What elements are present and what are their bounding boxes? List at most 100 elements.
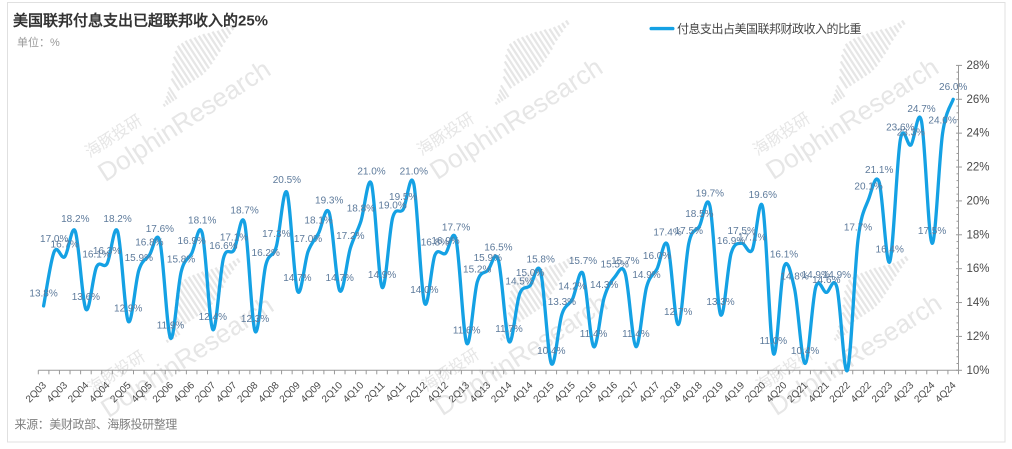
svg-text:14.7%: 14.7% xyxy=(326,273,354,284)
svg-text:26%: 26% xyxy=(967,94,990,106)
svg-text:16.9%: 16.9% xyxy=(178,236,206,247)
svg-text:23.3%: 23.3% xyxy=(897,128,925,139)
svg-text:17.0%: 17.0% xyxy=(294,234,322,245)
svg-text:11.7%: 11.7% xyxy=(495,324,523,335)
svg-text:24.7%: 24.7% xyxy=(907,104,935,115)
svg-text:19.3%: 19.3% xyxy=(315,195,343,206)
svg-text:14.2%: 14.2% xyxy=(558,282,586,293)
svg-text:15.9%: 15.9% xyxy=(125,253,153,264)
svg-text:16.6%: 16.6% xyxy=(209,241,237,252)
svg-text:11.0%: 11.0% xyxy=(760,336,788,347)
svg-text:20%: 20% xyxy=(967,195,990,207)
svg-text:16.2%: 16.2% xyxy=(252,248,280,259)
svg-text:21.0%: 21.0% xyxy=(400,167,428,178)
svg-text:17.1%: 17.1% xyxy=(220,233,248,244)
svg-text:14.3%: 14.3% xyxy=(590,280,618,291)
svg-text:来源：美财政部、海豚投研整理: 来源：美财政部、海豚投研整理 xyxy=(15,417,178,432)
svg-text:28%: 28% xyxy=(967,60,990,72)
svg-text:12.4%: 12.4% xyxy=(199,312,227,323)
svg-text:15.2%: 15.2% xyxy=(463,265,491,276)
svg-text:15.8%: 15.8% xyxy=(527,255,555,266)
svg-text:19.6%: 19.6% xyxy=(749,190,777,201)
svg-text:12.7%: 12.7% xyxy=(664,307,692,318)
svg-text:14.9%: 14.9% xyxy=(368,270,396,281)
svg-text:23.6%: 23.6% xyxy=(886,122,914,133)
svg-text:18.1%: 18.1% xyxy=(188,216,216,227)
svg-text:11.9%: 11.9% xyxy=(157,321,185,332)
svg-text:16.7%: 16.7% xyxy=(51,239,79,250)
svg-text:11.4%: 11.4% xyxy=(580,329,608,340)
svg-text:17.7%: 17.7% xyxy=(442,222,470,233)
svg-text:14.8%: 14.8% xyxy=(780,272,808,283)
svg-text:16.1%: 16.1% xyxy=(82,250,110,261)
svg-text:15.7%: 15.7% xyxy=(611,256,639,267)
svg-text:10.4%: 10.4% xyxy=(791,346,819,357)
svg-text:单位：%: 单位：% xyxy=(17,35,60,49)
svg-text:18%: 18% xyxy=(967,229,990,241)
svg-text:24.0%: 24.0% xyxy=(928,116,956,127)
svg-text:21.1%: 21.1% xyxy=(865,165,893,176)
svg-text:16.4%: 16.4% xyxy=(876,244,904,255)
svg-text:20.5%: 20.5% xyxy=(273,175,301,186)
svg-text:16.8%: 16.8% xyxy=(135,238,163,249)
svg-text:14.9%: 14.9% xyxy=(823,270,851,281)
svg-text:10.4%: 10.4% xyxy=(537,346,565,357)
svg-text:15.9%: 15.9% xyxy=(474,253,502,264)
svg-text:16.0%: 16.0% xyxy=(643,251,671,262)
svg-text:18.2%: 18.2% xyxy=(61,214,89,225)
svg-text:16.9%: 16.9% xyxy=(431,236,459,247)
svg-text:15.7%: 15.7% xyxy=(569,256,597,267)
svg-text:16.3%: 16.3% xyxy=(93,246,121,257)
svg-text:10%: 10% xyxy=(967,365,990,377)
svg-text:11.6%: 11.6% xyxy=(453,326,481,337)
svg-text:16.8%: 16.8% xyxy=(421,238,449,249)
svg-text:19.5%: 19.5% xyxy=(389,192,417,203)
svg-text:13.3%: 13.3% xyxy=(706,297,734,308)
svg-text:15.0%: 15.0% xyxy=(516,268,544,279)
svg-text:18.2%: 18.2% xyxy=(103,214,131,225)
svg-text:17.2%: 17.2% xyxy=(336,231,364,242)
svg-text:16.5%: 16.5% xyxy=(484,243,512,254)
svg-text:18.5%: 18.5% xyxy=(685,209,713,220)
svg-text:12.9%: 12.9% xyxy=(114,304,142,315)
svg-text:17.5%: 17.5% xyxy=(728,226,756,237)
svg-text:17.0%: 17.0% xyxy=(40,234,68,245)
svg-text:17.5%: 17.5% xyxy=(675,226,703,237)
svg-text:12%: 12% xyxy=(967,331,990,343)
svg-text:20.1%: 20.1% xyxy=(854,182,882,193)
svg-text:14.9%: 14.9% xyxy=(802,270,830,281)
svg-text:17.3%: 17.3% xyxy=(262,229,290,240)
svg-text:16.9%: 16.9% xyxy=(717,236,745,247)
svg-text:16.1%: 16.1% xyxy=(770,250,798,261)
svg-text:14.7%: 14.7% xyxy=(283,273,311,284)
svg-text:14.0%: 14.0% xyxy=(410,285,438,296)
svg-text:14.5%: 14.5% xyxy=(505,277,533,288)
svg-text:11.4%: 11.4% xyxy=(622,329,650,340)
svg-text:美国联邦付息支出已超联邦收入的25%: 美国联邦付息支出已超联邦收入的25% xyxy=(13,12,268,30)
svg-text:14%: 14% xyxy=(967,297,990,309)
svg-text:16%: 16% xyxy=(967,263,990,275)
svg-text:17.4%: 17.4% xyxy=(653,228,681,239)
svg-text:24%: 24% xyxy=(967,128,990,140)
svg-text:13.6%: 13.6% xyxy=(72,292,100,303)
svg-text:18.7%: 18.7% xyxy=(230,205,258,216)
svg-text:14.6%: 14.6% xyxy=(812,275,840,286)
svg-text:14.9%: 14.9% xyxy=(632,270,660,281)
svg-text:26.0%: 26.0% xyxy=(939,82,967,93)
svg-text:13.8%: 13.8% xyxy=(29,288,57,299)
svg-text:22%: 22% xyxy=(967,162,990,174)
svg-text:17.6%: 17.6% xyxy=(146,224,174,235)
svg-text:17.1%: 17.1% xyxy=(738,233,766,244)
svg-text:12.3%: 12.3% xyxy=(241,314,269,325)
svg-text:15.8%: 15.8% xyxy=(167,255,195,266)
svg-text:18.8%: 18.8% xyxy=(347,204,375,215)
svg-text:13.3%: 13.3% xyxy=(548,297,576,308)
svg-text:19.7%: 19.7% xyxy=(696,189,724,200)
svg-text:17.7%: 17.7% xyxy=(844,222,872,233)
svg-text:19.0%: 19.0% xyxy=(378,200,406,211)
svg-text:付息支出占美国联邦财政收入的比重: 付息支出占美国联邦财政收入的比重 xyxy=(677,21,862,36)
svg-text:15.5%: 15.5% xyxy=(601,260,629,271)
svg-text:21.0%: 21.0% xyxy=(357,167,385,178)
svg-text:18.1%: 18.1% xyxy=(304,216,332,227)
svg-text:17.5%: 17.5% xyxy=(918,226,946,237)
